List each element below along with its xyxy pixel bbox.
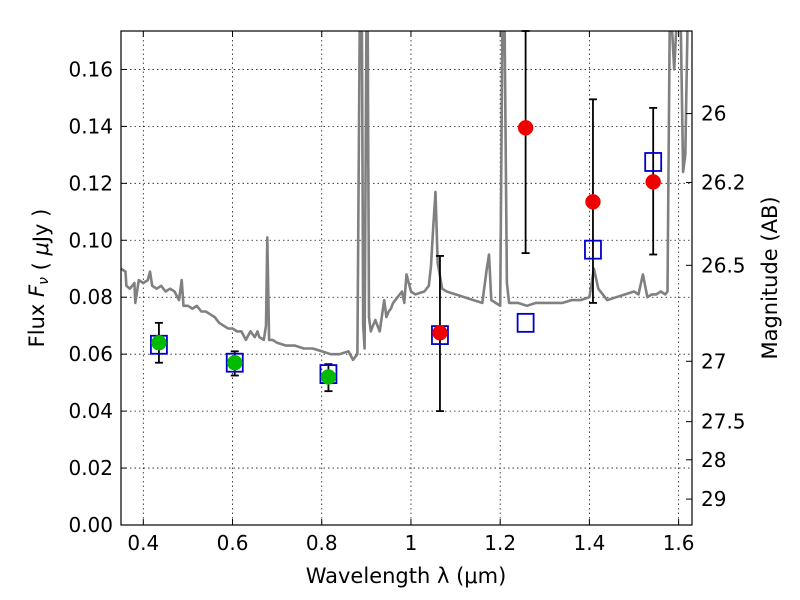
x-tick-label: 1.2 [484,531,516,555]
x-tick-label: 0.4 [127,531,159,555]
axis-ticks: 0.4 0.6 0.8 1 1.2 1.4 1.6 0.00 0.02 0.04 0.06 0.08 0… [68,31,746,555]
x-axis-label: Wavelength λ (μm) [306,564,507,588]
y-tick-label: 0.10 [68,228,113,252]
y2-axis-label: Magnitude (AB) [758,196,782,359]
x-tick-label: 1.6 [663,531,695,555]
y2-tick-label: 27.5 [701,410,746,434]
square-marker [516,312,535,333]
circle-marker [432,325,448,341]
y2-tick-label: 28 [701,448,726,472]
model-spectrum [121,31,689,362]
data-markers [150,30,663,413]
y-tick-label: 0.04 [68,399,113,423]
circle-marker [320,369,337,385]
y2-tick-label: 26 [701,102,726,126]
y-tick-label: 0.14 [68,114,113,138]
plot-frame [120,30,693,526]
circle-marker [151,335,167,351]
x-tick-label: 1.4 [573,531,605,555]
circle-marker [585,194,601,210]
square-marker [584,239,602,260]
x-tick-label: 1 [405,531,418,555]
square-marker [644,152,663,172]
y-tick-label: 0.02 [68,456,113,480]
circle-marker [227,354,243,371]
x-tick-label: 0.8 [306,531,338,555]
y2-tick-label: 29 [701,487,726,511]
y2-tick-label: 26.2 [701,170,746,194]
x-tick-label: 0.6 [217,531,249,555]
y-tick-label: 0.08 [68,285,113,309]
y-tick-label: 0.00 [68,513,113,537]
circle-marker [517,120,534,136]
y2-tick-label: 27 [701,349,726,373]
y-axis-label: Flux Fν ( μJy ) [25,209,53,348]
circle-marker [645,174,661,190]
y-tick-label: 0.16 [68,57,113,81]
spectrum-line [121,31,689,362]
y-tick-label: 0.12 [68,171,113,195]
square-marker [225,352,244,373]
y-tick-label: 0.06 [68,342,113,366]
y2-tick-label: 26.5 [701,253,746,277]
